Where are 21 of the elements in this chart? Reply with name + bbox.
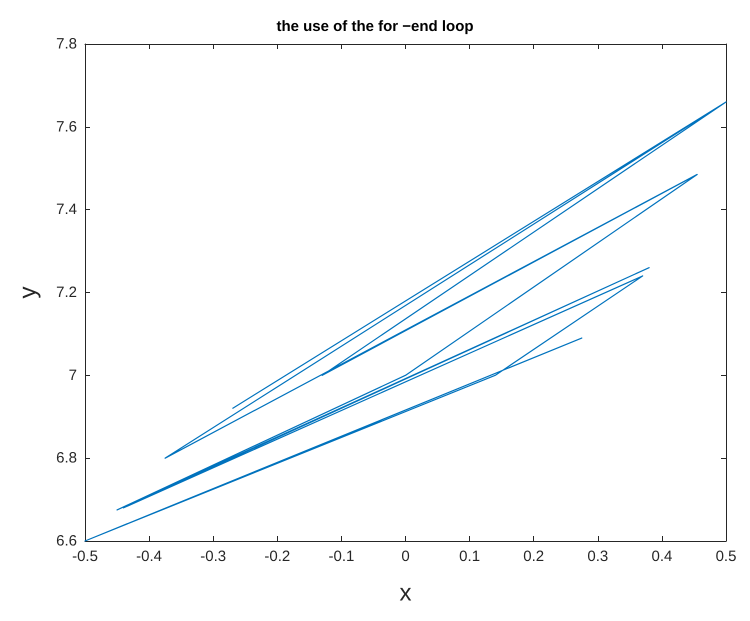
x-tick-label: 0.5: [716, 548, 736, 565]
x-axis-title: x: [400, 580, 412, 606]
x-tick-label: 0.4: [651, 548, 672, 565]
y-tick-label: 7.4: [56, 201, 77, 218]
x-tick-label: -0.2: [264, 548, 290, 565]
y-tick-label: 6.6: [56, 532, 77, 550]
y-tick-label: 7.8: [56, 36, 77, 52]
x-tick-label: -0.4: [136, 548, 162, 565]
x-tick-label: -0.1: [328, 548, 354, 565]
x-tick-label: -0.3: [200, 548, 226, 565]
y-tick-label: 7.6: [56, 118, 77, 136]
y-axis-title: y: [14, 286, 42, 298]
x-tick-label: 0.2: [523, 548, 544, 565]
x-tick-label: 0.3: [587, 548, 608, 565]
y-tick-label: 7: [68, 366, 77, 384]
x-tick-label: 0.1: [459, 548, 480, 565]
chart-title: the use of the for −end loop: [276, 18, 474, 35]
y-tick-label: 6.8: [56, 450, 77, 467]
y-tick-label: 7.2: [56, 284, 77, 301]
x-tick-label: -0.5: [72, 548, 98, 565]
x-tick-label: 0: [401, 548, 410, 565]
